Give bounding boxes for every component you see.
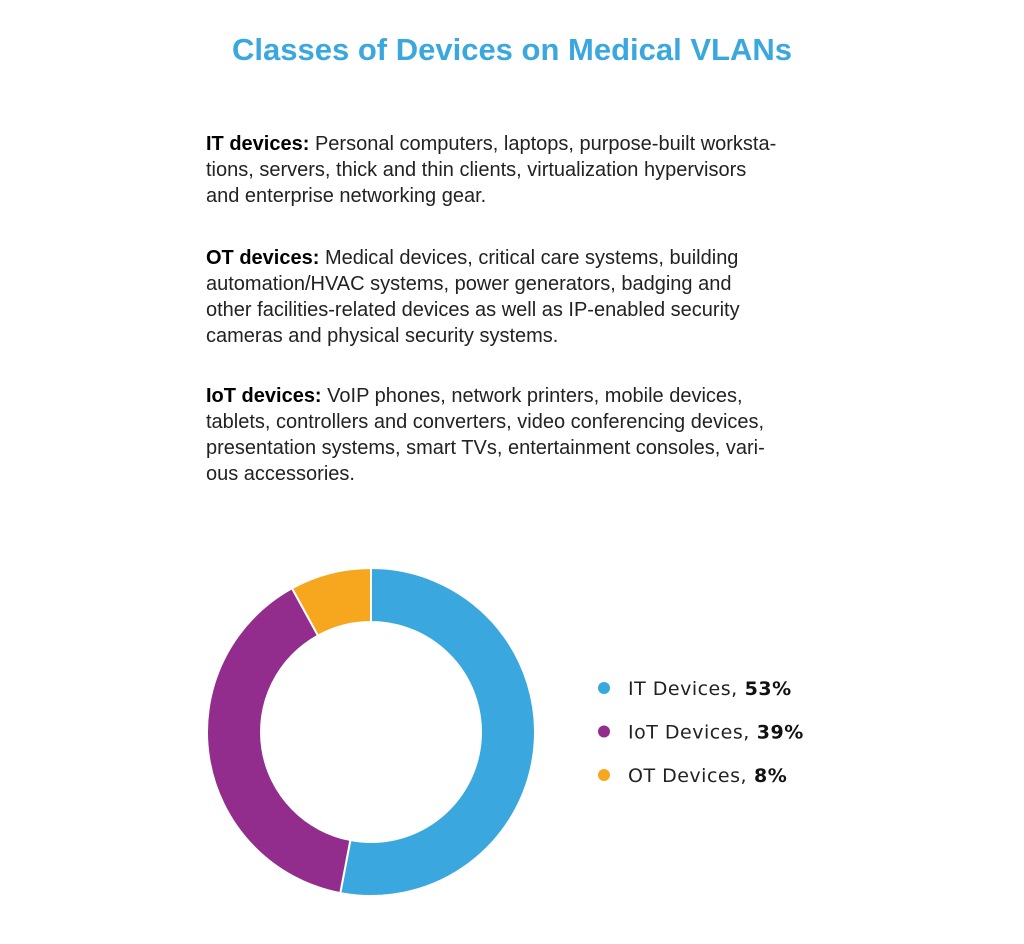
legend-marker xyxy=(598,725,610,738)
description-text: VoIP phones, network printers, mobile de… xyxy=(322,385,743,407)
description-line: IoT devices: VoIP phones, network printe… xyxy=(206,385,743,407)
description-text: tions, servers, thick and thin clients, … xyxy=(206,159,746,181)
donut-segment xyxy=(290,566,372,637)
description-text: Medical devices, critical care systems, … xyxy=(319,247,738,269)
legend-marker xyxy=(598,682,610,694)
description-line: and enterprise networking gear. xyxy=(206,185,486,207)
legend-label: OT Devices, xyxy=(628,765,747,787)
description-term: IoT devices: xyxy=(206,385,322,407)
description-line: cameras and physical security systems. xyxy=(206,325,558,347)
description-line: OT devices: Medical devices, critical ca… xyxy=(206,247,738,269)
legend-value: 39% xyxy=(757,722,804,744)
legend-value: 8% xyxy=(754,765,787,787)
description-line: presentation systems, smart TVs, enterta… xyxy=(206,437,765,459)
legend-label: IoT Devices, xyxy=(628,722,750,744)
legend-entry: OT Devices, 8% xyxy=(628,765,787,787)
legend-entry: IT Devices, 53% xyxy=(628,678,792,700)
description-text: cameras and physical security systems. xyxy=(206,325,558,347)
legend-value: 53% xyxy=(745,678,792,700)
description-text: tablets, controllers and converters, vid… xyxy=(206,411,764,433)
description-text: other facilities-related devices as well… xyxy=(206,299,740,321)
description-text: ous accessories. xyxy=(206,463,355,485)
description-line: other facilities-related devices as well… xyxy=(206,299,740,321)
legend-entry: IoT Devices, 39% xyxy=(628,722,804,744)
legend-marker xyxy=(598,769,610,781)
description-term: OT devices: xyxy=(206,247,319,269)
description-line: tablets, controllers and converters, vid… xyxy=(206,411,764,433)
legend-label: IT Devices, xyxy=(628,678,738,700)
description-line: tions, servers, thick and thin clients, … xyxy=(206,159,746,181)
description-line: automation/HVAC systems, power generator… xyxy=(206,273,731,295)
chart-title: Classes of Devices on Medical VLANs xyxy=(232,32,792,67)
description-text: Personal computers, laptops, purpose-bui… xyxy=(309,133,776,155)
description-text: and enterprise networking gear. xyxy=(206,185,486,207)
description-term: IT devices: xyxy=(206,133,309,155)
description-text: presentation systems, smart TVs, enterta… xyxy=(206,437,765,459)
description-text: automation/HVAC systems, power generator… xyxy=(206,273,731,295)
description-line: IT devices: Personal computers, laptops,… xyxy=(206,133,776,155)
donut-segment xyxy=(339,566,536,897)
description-line: ous accessories. xyxy=(206,463,355,485)
donut-segment xyxy=(206,586,352,895)
